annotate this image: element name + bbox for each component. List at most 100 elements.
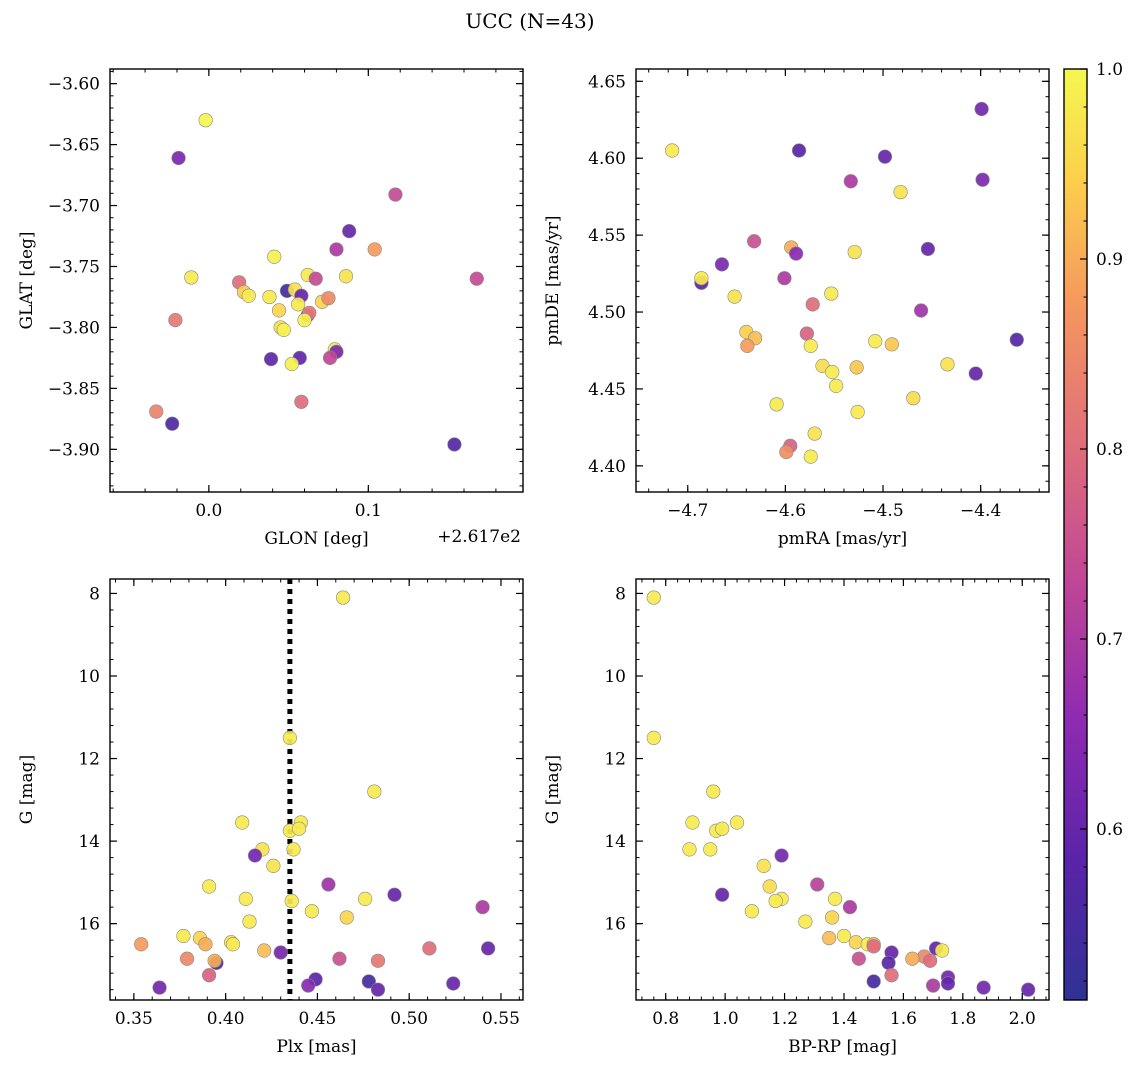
y-tick-label: −3.90 (48, 440, 100, 460)
data-point (238, 891, 253, 906)
data-point (805, 297, 820, 312)
data-point (829, 378, 844, 393)
points-group (665, 101, 1024, 464)
data-point (791, 143, 807, 158)
x-tick-label: 1.4 (830, 1009, 857, 1029)
axes-frame (109, 578, 524, 1001)
data-point (202, 879, 217, 894)
x-tick-label: 0.45 (298, 1009, 336, 1029)
data-point (339, 910, 354, 925)
data-point (762, 879, 777, 894)
y-tick-label: 8 (615, 584, 626, 604)
data-point (706, 784, 721, 799)
data-point (262, 289, 277, 305)
y-tick-label: −3.70 (48, 197, 100, 217)
colorbar-frame (1063, 68, 1088, 1001)
x-tick-label: 0.8 (652, 1009, 679, 1029)
data-point (769, 397, 784, 412)
data-point (257, 943, 272, 958)
colorbar-tick-label: 1.0 (1096, 60, 1123, 80)
data-point (481, 941, 496, 956)
data-point (913, 303, 929, 318)
data-point (744, 904, 759, 919)
data-point (740, 338, 755, 353)
data-point (235, 815, 250, 830)
x-tick-label: 1.8 (949, 1009, 976, 1029)
data-point (703, 842, 718, 857)
data-point (1009, 332, 1024, 347)
data-point (685, 815, 700, 830)
axes-frame (635, 578, 1050, 1001)
data-point (266, 858, 281, 873)
data-point (777, 271, 792, 286)
x-tick-label: 1.6 (890, 1009, 917, 1029)
y-tick-label: 4.55 (588, 226, 626, 246)
panel-3: 0.35 0.40 0.45 0.50 0.55 8 10 12 14 16 Plx [mas] G … (17, 578, 524, 1057)
axes-frame (635, 68, 1050, 493)
data-point (241, 288, 256, 303)
data-point (446, 976, 461, 991)
data-point (825, 910, 840, 925)
data-point (877, 149, 893, 164)
data-point (198, 937, 213, 952)
data-point (974, 101, 989, 117)
data-point (273, 945, 288, 960)
data-point (768, 893, 783, 909)
data-point (779, 444, 794, 460)
data-point (284, 893, 299, 909)
data-point (304, 904, 320, 919)
data-point (798, 914, 813, 929)
data-point (682, 842, 697, 857)
data-point (926, 978, 941, 993)
data-point (868, 334, 883, 349)
data-point (176, 928, 191, 944)
x-tick-label: 1.0 (712, 1009, 739, 1029)
x-tick-label: 0.35 (115, 1009, 153, 1029)
data-point (847, 244, 862, 260)
data-point (321, 291, 336, 306)
data-point (447, 437, 462, 452)
data-point (367, 784, 382, 799)
y-tick-label: 4.60 (588, 149, 626, 169)
x-axis-label: pmRA [mas/yr] (778, 529, 907, 549)
data-point (848, 935, 863, 950)
x-axis-label: BP-RP [mag] (788, 1037, 897, 1057)
x-axis-label: GLON [deg] (264, 529, 368, 549)
panel-4: 0.8 1.0 1.2 1.4 1.6 1.8 2.0 8 10 12 14 16 BP-RP [mag… (543, 578, 1050, 1057)
x-tick-label: 0.1 (355, 501, 382, 521)
data-point (332, 951, 347, 966)
data-point (207, 953, 222, 968)
data-point (152, 980, 167, 995)
data-point (881, 955, 896, 970)
data-point (308, 271, 323, 286)
data-point (715, 887, 730, 902)
x-tick-label: −4.5 (862, 501, 903, 521)
data-point (475, 900, 490, 915)
data-point (367, 242, 382, 257)
data-point (843, 174, 858, 189)
data-point (242, 914, 257, 929)
data-point (850, 404, 865, 420)
x-tick-label: 0.40 (207, 1009, 245, 1029)
data-point (715, 821, 730, 836)
data-point (184, 270, 199, 285)
y-tick-label: 4.50 (588, 303, 626, 323)
x-tick-label: −4.6 (765, 501, 806, 521)
data-point (329, 242, 344, 257)
y-tick-label: 10 (78, 667, 100, 687)
data-point (975, 172, 990, 187)
data-point (198, 113, 213, 128)
data-point (866, 939, 881, 954)
data-point (756, 858, 771, 873)
y-tick-label: 10 (604, 667, 626, 687)
data-point (836, 928, 852, 944)
data-point (822, 930, 837, 946)
panel-2: −4.7 −4.6 −4.5 −4.4 4.40 4.45 4.50 4.55 4.60 4.65… (543, 68, 1050, 549)
data-point (291, 821, 307, 836)
x-tick-label: 0.55 (482, 1009, 520, 1029)
data-point (807, 426, 822, 441)
data-point (729, 815, 745, 830)
y-tick-label: 4.40 (588, 457, 626, 477)
data-point (694, 271, 709, 286)
